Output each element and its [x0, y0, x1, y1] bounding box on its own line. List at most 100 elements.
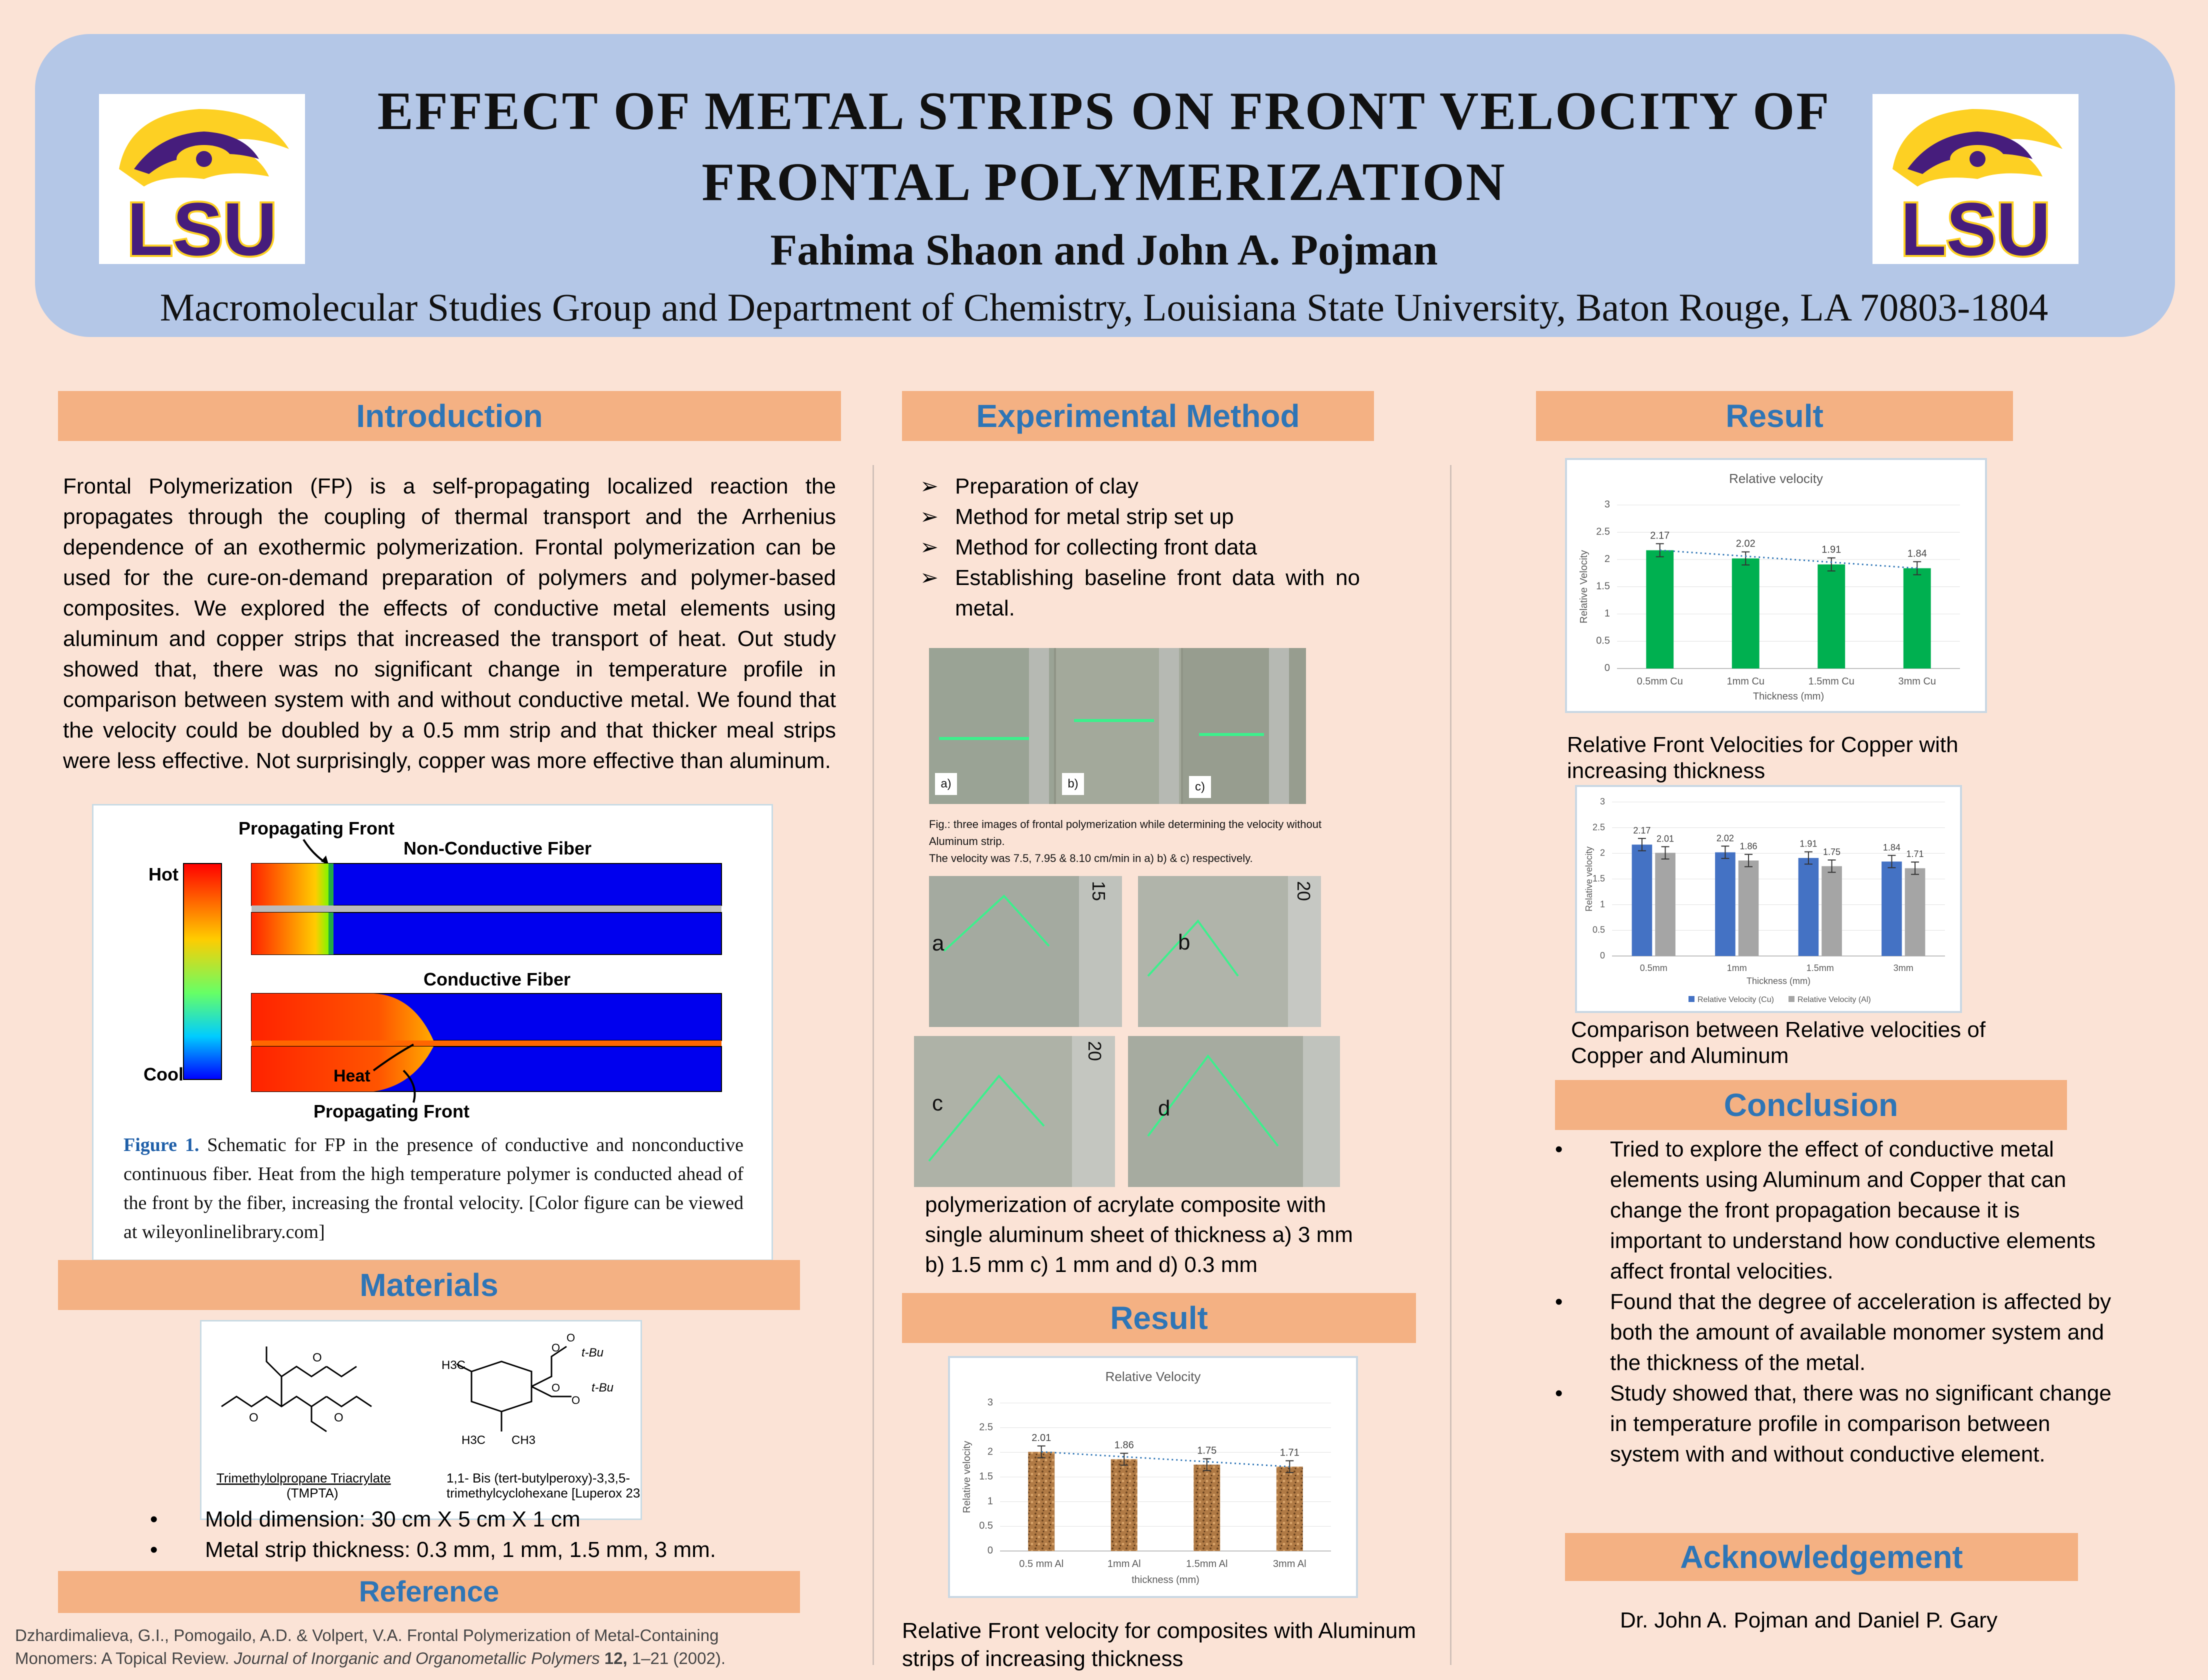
x-axis-label: thickness (mm)	[1132, 1574, 1200, 1586]
data-label: 1.91	[1800, 839, 1817, 849]
reference-volume: 12,	[600, 1649, 628, 1668]
result-right-caption2: Comparison between Relative velocities o…	[1571, 1018, 1986, 1068]
y-tick-label: 3	[988, 1397, 993, 1408]
chem2-label-ch3: CH3	[512, 1434, 536, 1447]
introduction-heading: Introduction	[58, 391, 841, 441]
method-bullet: Preparation of clay	[920, 471, 1360, 502]
propagating-front-label: Propagating Front	[238, 818, 394, 838]
lsu-logo-left: LSU	[99, 94, 305, 273]
materials-bullet: Metal strip thickness: 0.3 mm, 1 mm, 1.5…	[145, 1534, 795, 1565]
chem2-name2: trimethylcyclohexane [Luperox 231]	[446, 1486, 640, 1500]
y-tick-label: 2	[1600, 848, 1605, 858]
y-tick-label: 0	[1600, 950, 1605, 960]
non-conductive-label: Non-Conductive Fiber	[404, 838, 592, 858]
data-label: 2.01	[1656, 834, 1674, 844]
x-axis-label: Thickness (mm)	[1746, 976, 1810, 986]
materials-heading: Materials	[58, 1260, 800, 1310]
logo-text: LSU	[127, 187, 277, 264]
result-right-heading: Result	[1536, 391, 2013, 441]
chem1-label-o: O	[312, 1351, 322, 1364]
ruler-number: 20	[1294, 881, 1314, 902]
y-tick-label: 1	[988, 1496, 993, 1506]
bar	[1882, 862, 1902, 956]
y-tick-label: 1	[1600, 899, 1605, 909]
x-tick-label: 0.5mm Cu	[1637, 676, 1683, 687]
authors: Fahima Shaon and John A. Pojman	[770, 226, 1438, 274]
y-tick-label: 1.5	[979, 1471, 993, 1482]
method-bullet: Method for collecting front data	[920, 532, 1360, 562]
y-axis-label: Relative velocity	[962, 1441, 972, 1514]
introduction-text: Frontal Polymerization (FP) is a self-pr…	[63, 474, 836, 773]
x-tick-label: 1.5mm Al	[1186, 1558, 1228, 1570]
heat-label: Heat	[334, 1066, 370, 1086]
conclusion-bullet: Study showed that, there was no signific…	[1550, 1378, 2115, 1470]
y-tick-label: 2.5	[1592, 822, 1605, 832]
x-tick-label: 1mm Al	[1108, 1558, 1141, 1570]
figure-1: Hot Cool Propagating Front Non-Conductiv…	[92, 804, 773, 1261]
photo-label: c)	[1189, 776, 1211, 798]
column-divider	[1450, 465, 1452, 1665]
logo-text: LSU	[1900, 187, 2050, 264]
method-bullet: Method for metal strip set up	[920, 502, 1360, 532]
chem2-name: 1,1- Bis (tert-butylperoxy)-3,3,5-	[446, 1470, 630, 1486]
conclusion-list: Tried to explore the effect of conductiv…	[1550, 1134, 2115, 1470]
data-label: 1.84	[1908, 548, 1927, 559]
conclusion-heading: Conclusion	[1555, 1080, 2067, 1130]
chart-title: Relative Velocity	[1106, 1369, 1201, 1384]
photo-label: a)	[935, 773, 957, 795]
data-label: 1.71	[1906, 849, 1924, 859]
bar	[1028, 1452, 1055, 1551]
data-label: 2.01	[1032, 1432, 1051, 1444]
chart-aluminum: Relative Velocity 0 0.5 1 1.5 2 2.5 3 Relative v…	[962, 1369, 1331, 1586]
bar	[1798, 858, 1819, 956]
data-label: 1.91	[1822, 544, 1841, 556]
propagating-front-bottom-label: Propagating Front	[314, 1101, 470, 1122]
photo-label: b)	[1062, 773, 1084, 795]
chem1-label-o: O	[334, 1411, 344, 1424]
affiliation: Macromolecular Studies Group and Departm…	[160, 286, 2048, 329]
y-tick-label: 1	[1604, 608, 1610, 619]
data-label: 1.86	[1740, 842, 1758, 852]
front-photos-strip: a) b) c)	[929, 648, 1306, 804]
x-tick-label: 1mm Cu	[1726, 676, 1764, 687]
legend-entry: Relative Velocity (Cu)	[1698, 996, 1774, 1004]
photo-grid-caption: polymerization of acrylate composite wit…	[925, 1192, 1353, 1277]
y-axis-label: Relative velocity	[1584, 846, 1594, 912]
bar	[1632, 844, 1652, 956]
chem2-label-o: O	[566, 1332, 575, 1344]
chart-comparison-box: 0 0.5 1 1.5 2 2.5 3 Relative velocity Thickness …	[1575, 785, 1962, 1013]
chart-aluminum-box: Relative Velocity 0 0.5 1 1.5 2 2.5 3 Relative v…	[948, 1356, 1358, 1598]
photo-label-c: c	[932, 1091, 943, 1116]
y-tick-label: 2	[988, 1446, 993, 1458]
acknowledgement-text: Dr. John A. Pojman and Daniel P. Gary	[1620, 1608, 1998, 1632]
chemical-structures: O O O Trimethylolpropane Triacrylate (TM…	[200, 1320, 651, 1520]
reference-text: Dzhardimalieva, G.I., Pomogailo, A.D. & …	[15, 1624, 855, 1670]
reference-heading: Reference	[58, 1571, 800, 1613]
x-tick-label: 3mm Al	[1273, 1558, 1306, 1570]
ruler-number: 15	[1088, 881, 1109, 902]
photo-c: c 20	[914, 1036, 1115, 1187]
y-tick-label: 3	[1600, 796, 1605, 806]
photo-label-d: d	[1158, 1096, 1170, 1120]
chart-copper-box: Relative velocity 0 0.5 1 1.5 2 2.5 3 Relative V…	[1565, 458, 1987, 713]
lsu-logo-right: LSU	[1872, 94, 2078, 273]
bar	[1276, 1466, 1303, 1551]
y-tick-label: 0.5	[1592, 925, 1605, 935]
bar	[1110, 1459, 1138, 1551]
photo-b: b 20	[1138, 876, 1321, 1027]
legend-swatch	[1788, 996, 1794, 1002]
x-tick-label: 1mm	[1727, 963, 1747, 973]
chart-comparison: 0 0.5 1 1.5 2 2.5 3 Relative velocity Thickness …	[1584, 796, 1945, 1004]
ruler-number: 20	[1084, 1041, 1105, 1062]
chart-copper: Relative velocity 0 0.5 1 1.5 2 2.5 3 Relative V…	[1578, 471, 1960, 702]
column-divider	[872, 465, 874, 1665]
data-label: 2.02	[1716, 833, 1734, 843]
x-tick-label: 0.5mm	[1640, 963, 1668, 973]
y-tick-label: 2.5	[979, 1422, 993, 1432]
trendline	[1660, 549, 1918, 569]
chem2-label-h3c: H3C	[462, 1434, 486, 1447]
result-right-caption1: Relative Front Velocities for Copper wit…	[1567, 732, 1958, 783]
figure-1-caption: Figure 1. Schematic for FP in the presen…	[124, 1130, 744, 1246]
cool-label: Cool	[144, 1064, 184, 1084]
data-label: 2.02	[1736, 538, 1756, 550]
